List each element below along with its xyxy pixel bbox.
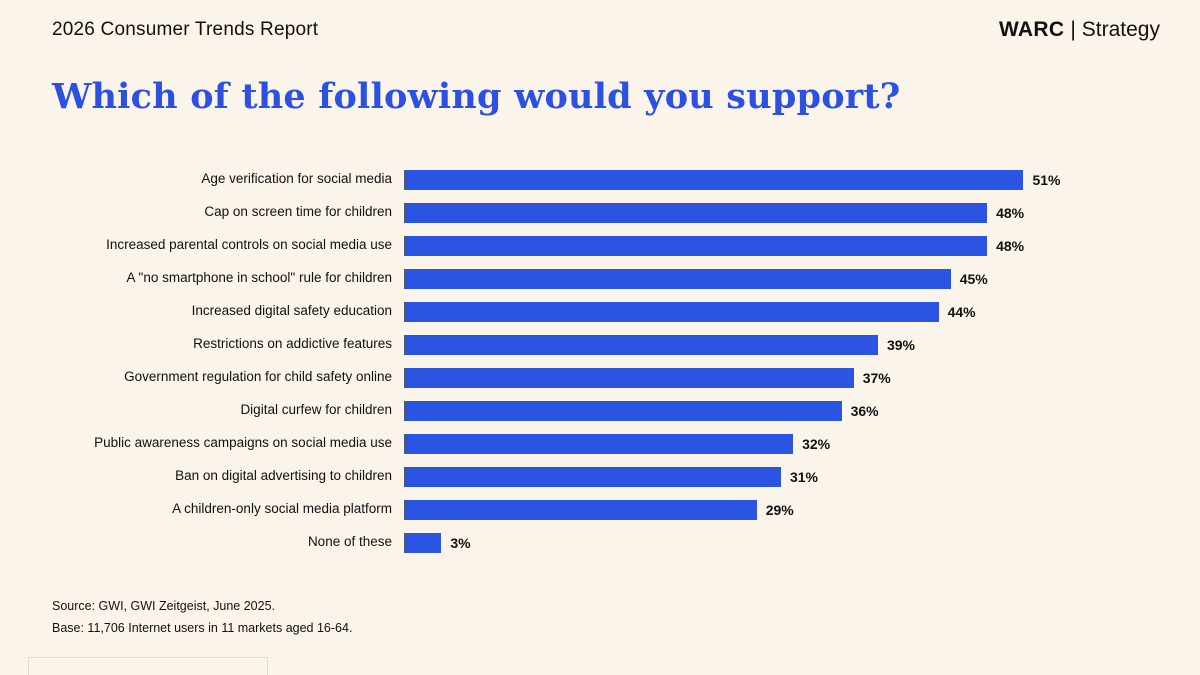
bar-label: Age verification for social media	[201, 171, 392, 187]
bar-row: Restrictions on addictive features 39%	[52, 328, 1152, 361]
bar-row: Increased parental controls on social me…	[52, 229, 1152, 262]
bar-chart: Age verification for social media 51% Ca…	[52, 163, 1152, 559]
bar-row: Ban on digital advertising to children 3…	[52, 460, 1152, 493]
bar	[405, 235, 988, 256]
bar	[405, 367, 854, 388]
bar-row: None of these 3%	[52, 526, 1152, 559]
bar-label: Public awareness campaigns on social med…	[94, 435, 392, 451]
bar-track: 3%	[404, 532, 1072, 553]
bar-track: 48%	[404, 235, 1072, 256]
bar-label: A "no smartphone in school" rule for chi…	[126, 270, 392, 286]
bar	[405, 202, 988, 223]
bar	[405, 169, 1024, 190]
bar-track: 44%	[404, 301, 1072, 322]
base-note: Base: 11,706 Internet users in 11 market…	[52, 621, 353, 635]
bar-track: 51%	[404, 169, 1072, 190]
bar-track: 45%	[404, 268, 1072, 289]
bar-label: Digital curfew for children	[240, 402, 392, 418]
bar-value: 31%	[789, 468, 818, 485]
bar-value: 48%	[996, 204, 1025, 221]
bar	[405, 301, 939, 322]
bar-value: 36%	[850, 402, 879, 419]
bar-track: 32%	[404, 433, 1072, 454]
bar-track: 31%	[404, 466, 1072, 487]
bar-track: 37%	[404, 367, 1072, 388]
footer: Source: GWI, GWI Zeitgeist, June 2025. B…	[52, 591, 352, 635]
brand-logo: WARC | Strategy	[999, 18, 1160, 42]
chart-rows: Age verification for social media 51% Ca…	[52, 163, 1152, 559]
bar	[405, 400, 842, 421]
bar-value: 3%	[450, 534, 471, 551]
report-title: 2026 Consumer Trends Report	[52, 19, 319, 40]
bar-row: Age verification for social media 51%	[52, 163, 1152, 196]
bar-label: Increased parental controls on social me…	[106, 237, 392, 253]
bar-row: Digital curfew for children 36%	[52, 394, 1152, 427]
brand-warc: WARC	[998, 18, 1065, 41]
bar	[405, 268, 951, 289]
bar-row: Cap on screen time for children 48%	[52, 196, 1152, 229]
bar-label: Restrictions on addictive features	[193, 336, 392, 352]
brand-strategy: Strategy	[1081, 18, 1160, 41]
bar-row: A children-only social media platform 29…	[52, 493, 1152, 526]
bar	[405, 433, 794, 454]
bar-value: 44%	[947, 303, 976, 320]
bottom-left-artifact	[28, 657, 268, 675]
bar-value: 29%	[765, 501, 794, 518]
bar-label: A children-only social media platform	[172, 501, 392, 517]
bar-row: Government regulation for child safety o…	[52, 361, 1152, 394]
bar	[405, 466, 781, 487]
header: 2026 Consumer Trends Report WARC | Strat…	[52, 18, 1160, 42]
bar-label: Government regulation for child safety o…	[124, 369, 392, 385]
bar-row: A "no smartphone in school" rule for chi…	[52, 262, 1152, 295]
bar-row: Public awareness campaigns on social med…	[52, 427, 1152, 460]
bar-label: None of these	[307, 534, 392, 550]
bar-value: 37%	[862, 369, 891, 386]
bar	[405, 499, 757, 520]
source-note: Source: GWI, GWI Zeitgeist, June 2025.	[52, 599, 276, 613]
bar-value: 39%	[886, 336, 915, 353]
bar-label: Cap on screen time for children	[204, 204, 392, 220]
bar-track: 48%	[404, 202, 1072, 223]
bar	[405, 532, 442, 553]
bar-track: 36%	[404, 400, 1072, 421]
bar-row: Increased digital safety education 44%	[52, 295, 1152, 328]
bar-value: 45%	[959, 270, 988, 287]
bar-label: Increased digital safety education	[191, 303, 392, 319]
bar-value: 48%	[996, 237, 1025, 254]
bar-value: 51%	[1032, 171, 1061, 188]
bar-label: Ban on digital advertising to children	[175, 468, 392, 484]
bar-value: 32%	[802, 435, 831, 452]
chart-title: Which of the following would you support…	[52, 76, 901, 117]
brand-divider: |	[1070, 18, 1076, 41]
bar-track: 39%	[404, 334, 1072, 355]
bar	[405, 334, 878, 355]
bar-track: 29%	[404, 499, 1072, 520]
